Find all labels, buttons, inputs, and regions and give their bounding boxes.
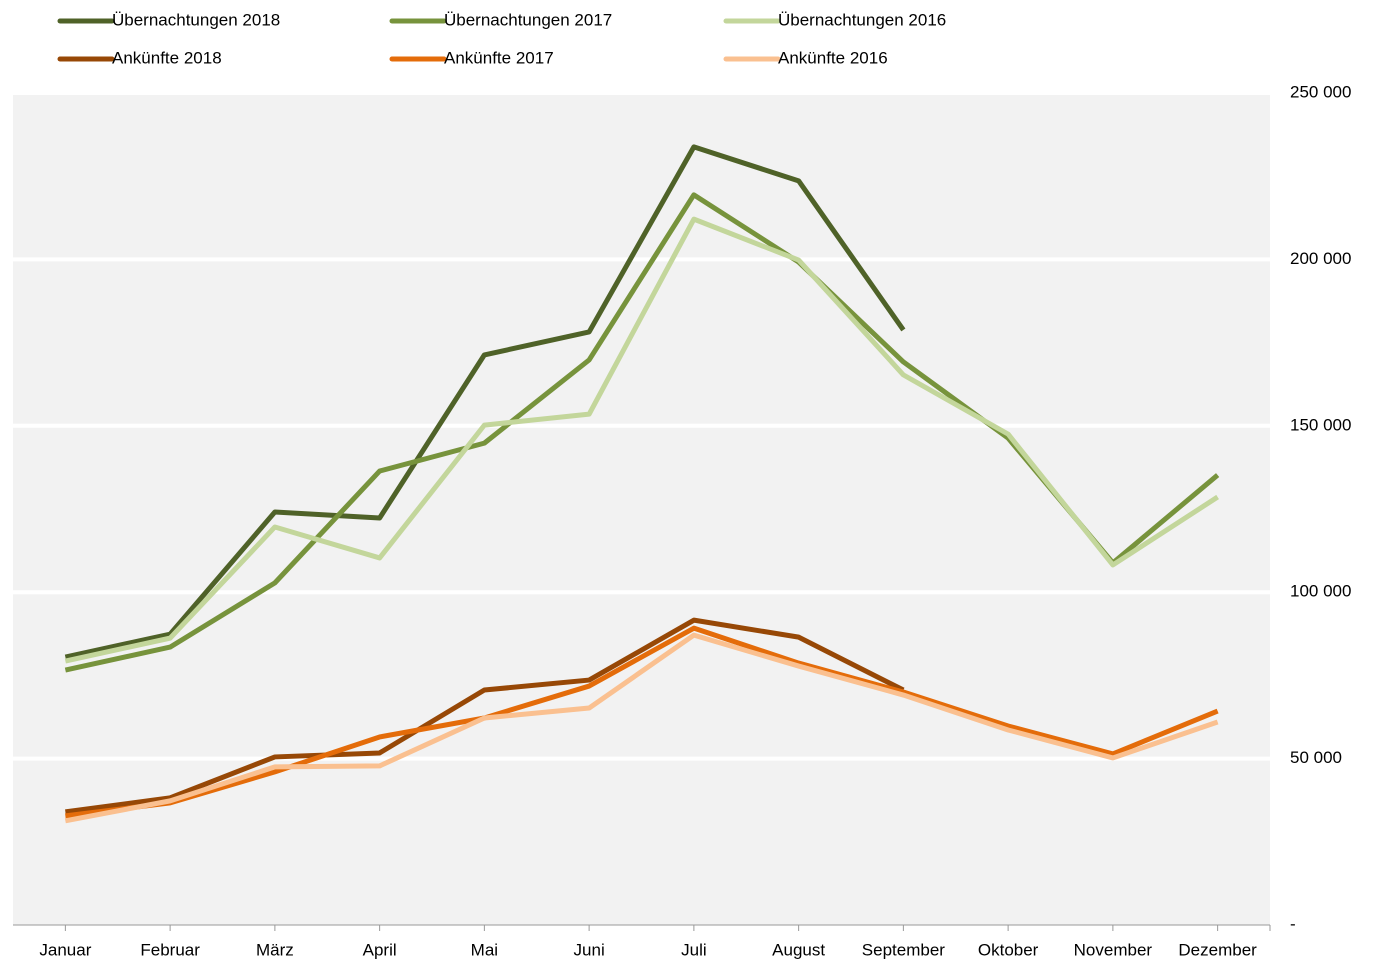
x-tick-label: Oktober	[978, 940, 1039, 959]
plot-area	[13, 93, 1270, 925]
y-tick-label: 100 000	[1290, 582, 1351, 601]
legend-label: Ankünfte 2018	[112, 48, 222, 67]
x-tick-label: März	[256, 940, 294, 959]
x-tick-label: April	[363, 940, 397, 959]
series-line	[65, 617, 905, 815]
x-tick-label: Mai	[471, 940, 498, 959]
legend-label: Ankünfte 2017	[444, 48, 554, 67]
series-line	[65, 625, 1219, 819]
y-tick-label: 150 000	[1290, 415, 1351, 434]
x-tick-label: November	[1074, 940, 1153, 959]
y-tick-label: 50 000	[1290, 748, 1342, 767]
x-tick-label: Juni	[574, 940, 605, 959]
series-line	[64, 632, 1219, 824]
legend-label: Ankünfte 2016	[778, 48, 888, 67]
legend-label: Übernachtungen 2017	[444, 10, 612, 29]
y-tick-label: 250 000	[1290, 82, 1351, 101]
y-tick-label: 200 000	[1290, 249, 1351, 268]
x-tick-label: Dezember	[1178, 940, 1257, 959]
x-tick-label: September	[862, 940, 945, 959]
y-tick-label: -	[1290, 914, 1296, 933]
legend-label: Übernachtungen 2018	[112, 10, 280, 29]
legend-label: Übernachtungen 2016	[778, 10, 946, 29]
series-line	[64, 216, 1219, 664]
series-line	[64, 144, 906, 660]
x-tick-label: Juli	[681, 940, 707, 959]
x-tick-label: August	[772, 940, 825, 959]
x-tick-label: Januar	[39, 940, 91, 959]
x-tick-label: Februar	[140, 940, 200, 959]
